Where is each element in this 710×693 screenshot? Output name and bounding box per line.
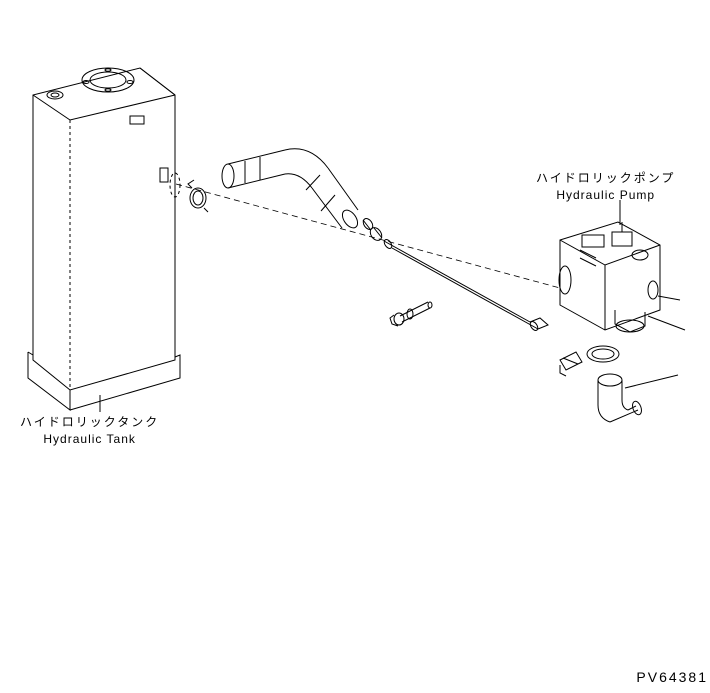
diagram-canvas	[0, 0, 710, 693]
pump-label-en: Hydraulic Pump	[536, 187, 675, 204]
bolt-shape	[390, 302, 432, 326]
drawing-id: PV64381	[636, 669, 708, 685]
bushing-shape	[361, 217, 384, 243]
lower-elbow-shape	[598, 374, 678, 422]
hose-elbow-shape	[222, 149, 361, 231]
hydraulic-tank-label: ハイドロリックタンク Hydraulic Tank	[20, 414, 159, 448]
hydraulic-pump-shape	[559, 200, 685, 332]
hydraulic-pump-label: ハイドロリックポンプ Hydraulic Pump	[536, 170, 675, 204]
tank-label-jp: ハイドロリックタンク	[20, 414, 159, 431]
pump-label-jp: ハイドロリックポンプ	[536, 170, 675, 187]
clip-shape	[560, 352, 582, 376]
o-ring-shape	[587, 346, 619, 362]
hose-clamp-shape	[188, 180, 208, 212]
tank-label-en: Hydraulic Tank	[20, 431, 159, 448]
hydraulic-tank-shape	[28, 68, 180, 412]
